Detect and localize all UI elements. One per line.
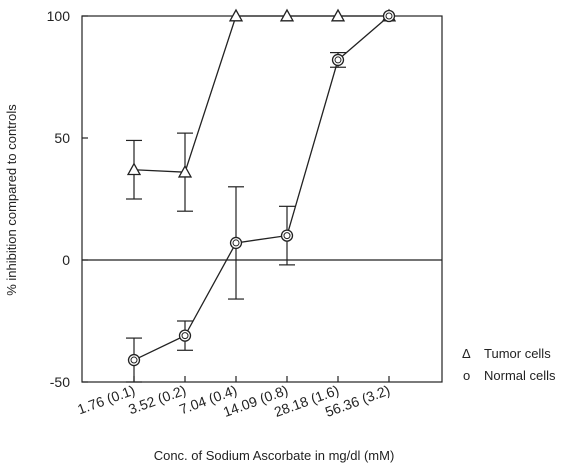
x-tick-label: 3.52 (0.2)	[126, 382, 188, 418]
data-point	[382, 9, 396, 23]
y-tick-label: 100	[47, 8, 71, 24]
y-axis-ticks: -50 0 50 100	[47, 8, 88, 390]
data-point	[177, 164, 193, 178]
data-point	[279, 8, 295, 22]
data-point-inner	[283, 232, 291, 240]
data-point-inner	[232, 239, 240, 247]
data-point-inner	[385, 12, 393, 20]
series-line	[133, 15, 389, 173]
x-axis-label: Conc. of Sodium Ascorbate in mg/dl (mM)	[154, 448, 395, 463]
data-point	[126, 162, 142, 176]
series-normal	[126, 9, 396, 383]
data-point-inner	[334, 56, 342, 64]
data-point	[280, 229, 294, 242]
x-tick-label: 1.76 (0.1)	[75, 382, 137, 418]
data-point	[228, 8, 244, 22]
y-tick-label: 50	[54, 130, 70, 146]
series-tumor	[126, 8, 397, 212]
y-axis-label: % inhibition compared to controls	[4, 104, 19, 296]
legend-label-normal: Normal cells	[484, 368, 556, 383]
series-line	[133, 15, 390, 361]
legend-symbol-tumor: Δ	[462, 346, 471, 361]
series-layer	[126, 8, 397, 383]
legend-label-tumor: Tumor cells	[484, 346, 551, 361]
legend: Δ Tumor cells o Normal cells	[462, 346, 556, 383]
data-point	[229, 236, 243, 250]
data-point-inner	[181, 332, 189, 340]
y-tick-label: 0	[62, 252, 70, 268]
data-point	[330, 8, 346, 22]
y-tick-label: -50	[50, 374, 70, 390]
legend-symbol-normal: o	[463, 368, 470, 383]
data-point	[127, 353, 141, 367]
data-point	[178, 329, 192, 342]
data-point-inner	[130, 356, 138, 364]
data-point	[331, 53, 345, 67]
